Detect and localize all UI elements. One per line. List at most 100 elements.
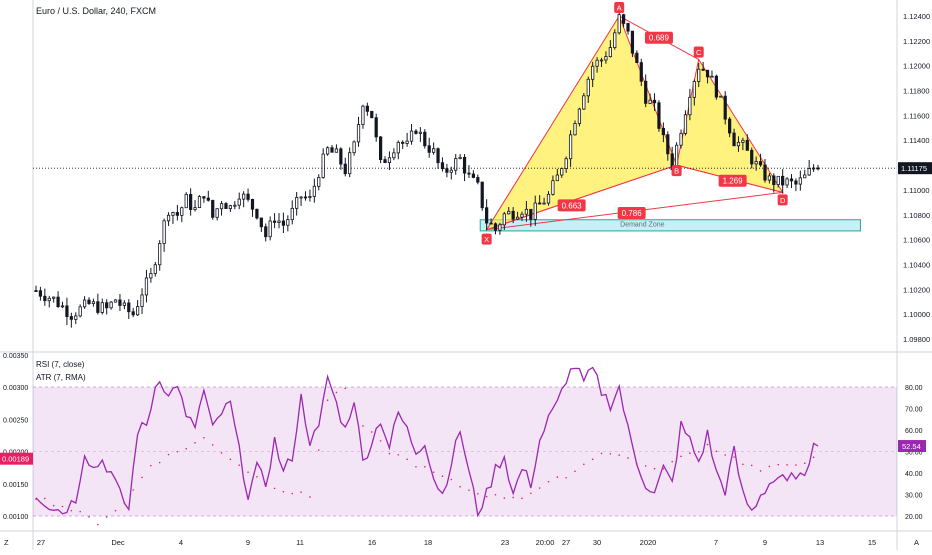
candle-body — [462, 156, 467, 174]
atr-dot — [450, 478, 453, 481]
candle-body — [144, 277, 149, 296]
ratio-badge — [718, 174, 747, 187]
candle-body — [330, 147, 334, 153]
time-tick-label: 13 — [816, 538, 824, 547]
candle-body — [630, 30, 635, 54]
candle-body — [436, 148, 440, 164]
atr-dot — [680, 455, 682, 458]
candle-body — [546, 193, 551, 204]
candle-body — [184, 194, 188, 209]
price-tick-label: 1.11600 — [903, 111, 930, 120]
candle-body — [268, 220, 272, 238]
atr-dot — [344, 387, 347, 390]
last-price-badge — [898, 162, 932, 175]
candle-body — [259, 217, 263, 228]
candle-body — [100, 302, 104, 313]
candle-body — [290, 207, 294, 221]
atr-dot — [627, 457, 629, 459]
atr-dot — [256, 475, 258, 478]
candle-body — [264, 226, 268, 238]
pattern-labels-layer: X A B C D 0.689 0.663 1.269 0.786 — [481, 2, 788, 245]
candle-body — [728, 118, 732, 134]
atr-dot — [370, 431, 373, 433]
candle-body — [202, 196, 206, 199]
candle-body — [109, 301, 113, 309]
candles-layer — [34, 8, 820, 328]
atr-dot — [273, 487, 276, 490]
candle-body — [158, 243, 162, 266]
demand-zone-layer: Demand Zone — [479, 219, 861, 232]
candle-body — [365, 105, 369, 112]
atr-dot — [432, 471, 435, 473]
rsi-tick-label: 20.00 — [905, 514, 923, 521]
atr-dot — [512, 496, 514, 499]
candle-body — [396, 141, 400, 154]
candle-body — [409, 130, 414, 142]
time-tick-label: 27 — [562, 538, 570, 547]
rsi-tick-label: 30.00 — [905, 493, 923, 500]
atr-dot — [494, 493, 497, 496]
atr-dot — [423, 465, 426, 468]
candle-body — [34, 290, 38, 292]
atr-dot — [565, 476, 567, 479]
candle-body — [816, 167, 820, 170]
candle-body — [515, 216, 520, 220]
rsi-legend[interactable]: RSI (7, close) — [36, 360, 85, 369]
atr-dot — [547, 480, 550, 483]
atr-dot — [70, 509, 73, 512]
atr-dot — [326, 399, 329, 402]
price-tick-label: 1.12000 — [903, 62, 930, 71]
candle-body — [785, 178, 789, 186]
ratio-label: 0.689 — [649, 34, 670, 43]
candle-body — [511, 210, 515, 220]
atr-dot — [591, 458, 594, 461]
point-label-b: B — [674, 167, 679, 176]
atr-dot — [521, 497, 523, 500]
atr-dot — [803, 462, 806, 465]
rsi-tick-label: 70.00 — [905, 407, 923, 414]
atr-dot — [158, 461, 161, 464]
atr-dot — [379, 440, 382, 442]
candle-body — [595, 59, 599, 67]
candle-body — [228, 205, 233, 209]
atr-value-text: 0.00189 — [2, 455, 29, 464]
price-axis[interactable]: 1.12400 1.12200 1.12000 1.11800 1.11600 1.114… — [903, 12, 930, 344]
candle-body — [379, 136, 383, 161]
candle-body — [542, 202, 546, 205]
atr-dot — [317, 449, 320, 451]
point-label-c: C — [696, 48, 702, 57]
candle-body — [281, 220, 286, 226]
atr-dot — [150, 464, 152, 467]
candle-body — [78, 306, 82, 317]
symbol-title[interactable]: Euro / U.S. Dollar, 240, FXCM — [36, 6, 157, 16]
atr-dot — [759, 470, 762, 472]
candle-body — [82, 299, 87, 308]
atr-dot — [97, 523, 99, 526]
candle-body — [277, 220, 281, 223]
corner-right-label: A — [914, 538, 919, 547]
atr-dot — [468, 489, 470, 491]
atr-dot — [397, 454, 400, 456]
atr-dot — [556, 476, 559, 478]
time-axis[interactable]: 27 Dec 4 9 11 16 18 23 20:00 27 30 2020 7 9 13 15 Z A — [4, 538, 919, 547]
time-tick-label: 11 — [296, 538, 304, 547]
harmonic-pattern-layer — [485, 14, 784, 231]
price-tick-label: 1.11800 — [903, 87, 930, 96]
atr-legend[interactable]: ATR (7, RMA) — [36, 373, 86, 382]
atr-dot — [247, 471, 249, 473]
candle-body — [392, 152, 396, 159]
time-tick-label: 20:00 — [536, 538, 555, 547]
candle-body — [370, 110, 374, 119]
candle-body — [87, 299, 91, 304]
candle-body — [683, 114, 688, 134]
atr-dot — [52, 504, 55, 507]
atr-dot — [141, 476, 143, 479]
atr-tick-label: 0.00250 — [3, 417, 28, 424]
candle-body — [242, 193, 246, 200]
candle-body — [334, 148, 339, 153]
last-price-text: 1.11175 — [901, 164, 927, 173]
atr-dot — [211, 444, 214, 446]
rsi-value-text: 52.54 — [902, 442, 921, 451]
